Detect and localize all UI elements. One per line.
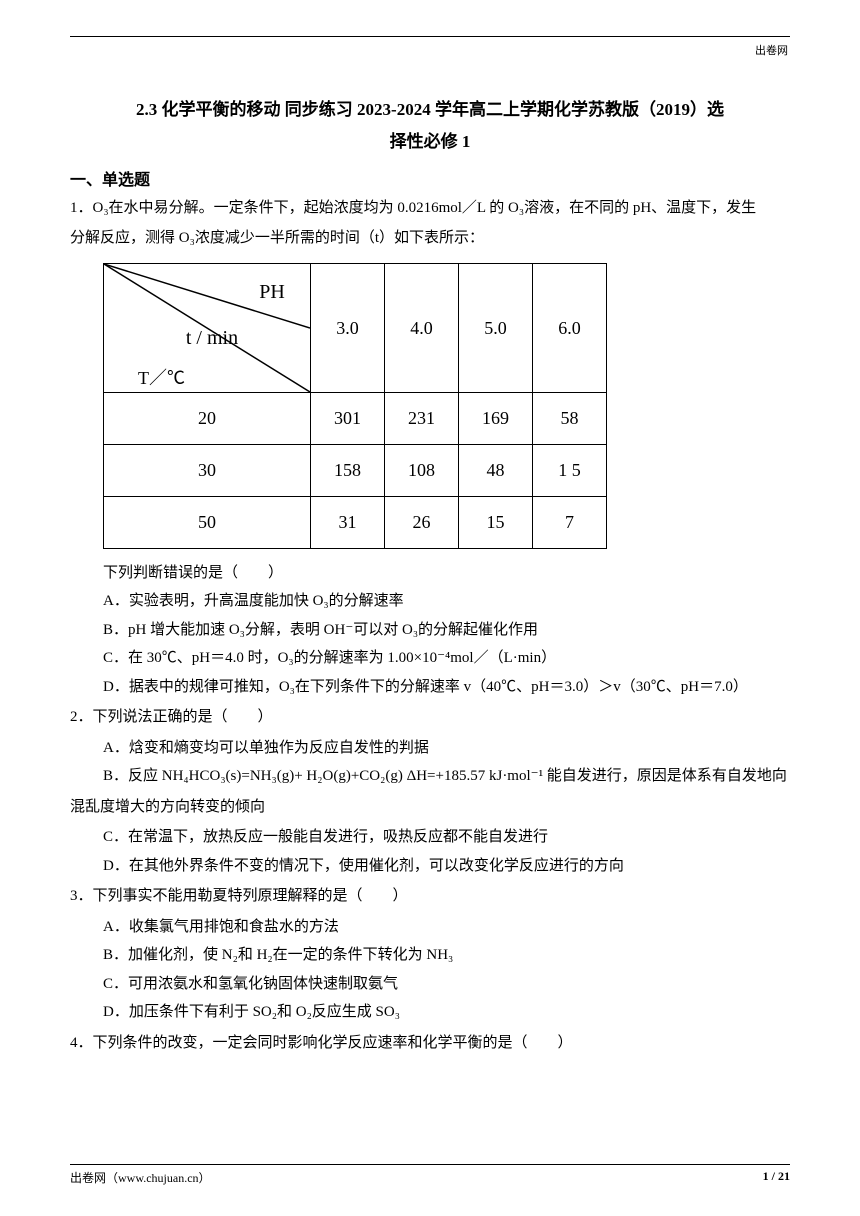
q4-stem: 4．下列条件的改变，一定会同时影响化学反应速率和化学平衡的是（ ） — [70, 1029, 790, 1058]
col-header: 4.0 — [385, 263, 459, 392]
page-number: 1 / 21 — [763, 1169, 790, 1183]
question-3: 3．下列事实不能用勒夏特列原理解释的是（ ） A．收集氯气用排饱和食盐水的方法 … — [70, 882, 790, 1027]
q2-option-a: A．焓变和熵变均可以单独作为反应自发性的判据 — [103, 734, 790, 763]
question-1: 1．O₃在水中易分解。一定条件下，起始浓度均为 0.0216mol／L 的 O₃… — [70, 194, 790, 702]
table-header-row: PH t / min T／℃ 3.0 4.0 5.0 6.0 — [104, 263, 607, 392]
question-2: 2．下列说法正确的是（ ） A．焓变和熵变均可以单独作为反应自发性的判据 B．反… — [70, 703, 790, 880]
row-header: 50 — [104, 496, 311, 548]
table-row: 50 31 26 15 7 — [104, 496, 607, 548]
table-cell: 108 — [385, 444, 459, 496]
table-cell: 1 5 — [533, 444, 607, 496]
q3-option-d: D．加压条件下有利于 SO₂和 O₂反应生成 SO₃ — [103, 998, 790, 1027]
section-heading: 一、单选题 — [70, 166, 790, 190]
q2-option-d: D．在其他外界条件不变的情况下，使用催化剂，可以改变化学反应进行的方向 — [103, 852, 790, 881]
footer: 出卷网（www.chujuan.cn） 1 / 21 — [70, 1164, 790, 1186]
footer-right: 1 / 21 — [763, 1169, 790, 1186]
q3-option-c: C．可用浓氨水和氢氧化钠固体快速制取氨气 — [103, 970, 790, 999]
q1-table: PH t / min T／℃ 3.0 4.0 5.0 6.0 20 301 23… — [103, 263, 790, 549]
q2-option-b-line1: B．反应 NH₄HCO₃(s)=NH₃(g)+ H₂O(g)+CO₂(g) ΔH… — [103, 762, 790, 791]
footer-left: 出卷网（www.chujuan.cn） — [70, 1169, 211, 1186]
q3-stem: 3．下列事实不能用勒夏特列原理解释的是（ ） — [70, 882, 790, 911]
q3-option-a: A．收集氯气用排饱和食盐水的方法 — [103, 913, 790, 942]
title-line2: 择性必修 1 — [70, 127, 790, 158]
diag-svg: PH t / min T／℃ — [104, 264, 310, 392]
table-cell: 26 — [385, 496, 459, 548]
table-cell: 15 — [459, 496, 533, 548]
q2-option-b-line2: 混乱度增大的方向转变的倾向 — [70, 793, 790, 822]
table-cell: 48 — [459, 444, 533, 496]
q2-option-c: C．在常温下，放热反应一般能自发进行，吸热反应都不能自发进行 — [103, 823, 790, 852]
q1-option-d: D．据表中的规律可推知，O₃在下列条件下的分解速率 v（40℃、pH＝3.0）＞… — [103, 673, 790, 702]
q3-option-b: B．加催化剂，使 N₂和 H₂在一定的条件下转化为 NH₃ — [103, 941, 790, 970]
table-cell: 7 — [533, 496, 607, 548]
diag-label-ph: PH — [259, 281, 285, 303]
question-4: 4．下列条件的改变，一定会同时影响化学反应速率和化学平衡的是（ ） — [70, 1029, 790, 1058]
q1-option-b: B．pH 增大能加速 O₃分解，表明 OH⁻可以对 O₃的分解起催化作用 — [103, 616, 790, 645]
table-row: 30 158 108 48 1 5 — [104, 444, 607, 496]
col-header: 6.0 — [533, 263, 607, 392]
title-line1: 2.3 化学平衡的移动 同步练习 2023-2024 学年高二上学期化学苏教版（… — [70, 93, 790, 127]
table-cell: 301 — [311, 392, 385, 444]
data-table: PH t / min T／℃ 3.0 4.0 5.0 6.0 20 301 23… — [103, 263, 607, 549]
row-header: 20 — [104, 392, 311, 444]
table-cell: 231 — [385, 392, 459, 444]
page-container: 出卷网 2.3 化学平衡的移动 同步练习 2023-2024 学年高二上学期化学… — [0, 0, 860, 1109]
diag-header-cell: PH t / min T／℃ — [104, 263, 311, 392]
diag-label-t: t / min — [186, 327, 238, 349]
q2-stem: 2．下列说法正确的是（ ） — [70, 703, 790, 732]
table-cell: 169 — [459, 392, 533, 444]
col-header: 5.0 — [459, 263, 533, 392]
q1-after-table: 下列判断错误的是（ ） — [103, 559, 790, 588]
q1-option-c: C．在 30℃、pH＝4.0 时，O₃的分解速率为 1.00×10⁻⁴mol／（… — [103, 644, 790, 673]
top-rule — [70, 36, 790, 37]
diag-label-temp: T／℃ — [138, 368, 185, 388]
row-header: 30 — [104, 444, 311, 496]
table-cell: 31 — [311, 496, 385, 548]
col-header: 3.0 — [311, 263, 385, 392]
table-row: 20 301 231 169 58 — [104, 392, 607, 444]
brand-top: 出卷网 — [755, 42, 788, 58]
q1-stem-line1: 1．O₃在水中易分解。一定条件下，起始浓度均为 0.0216mol／L 的 O₃… — [70, 194, 790, 223]
q1-option-a: A．实验表明，升高温度能加快 O₃的分解速率 — [103, 587, 790, 616]
table-cell: 58 — [533, 392, 607, 444]
q1-stem-line2: 分解反应，测得 O₃浓度减少一半所需的时间（t）如下表所示： — [70, 224, 790, 253]
table-cell: 158 — [311, 444, 385, 496]
